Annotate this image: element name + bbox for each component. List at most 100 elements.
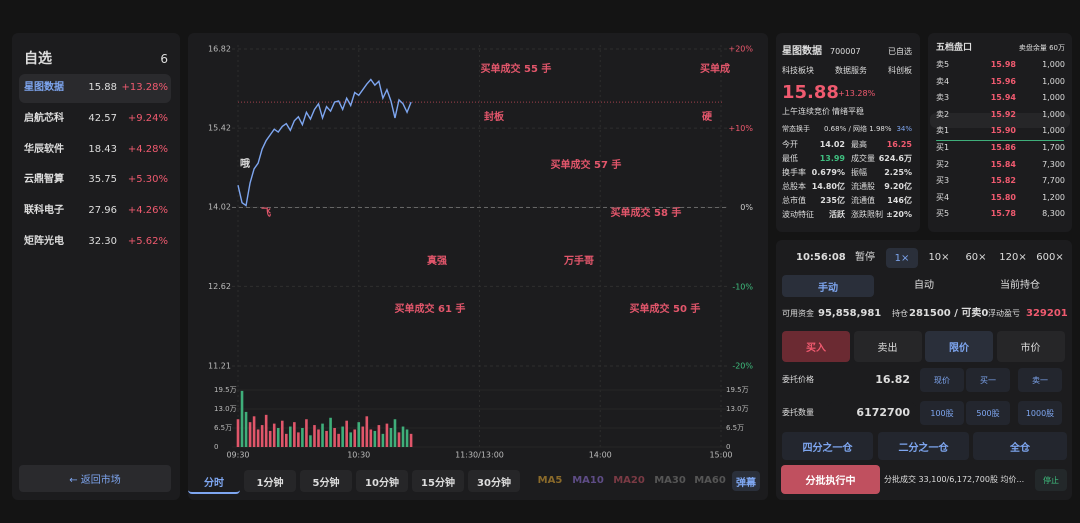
price-input	[828, 369, 916, 391]
speed-button: 60×	[965, 252, 987, 263]
danmaku-text: 买单成交 58 手	[610, 208, 682, 219]
stop-button[interactable]: 停止	[1035, 469, 1067, 491]
qty-button[interactable]: 100股	[920, 401, 964, 425]
timeframe-tab[interactable]: 10分钟	[356, 470, 408, 492]
volume-bar	[280, 420, 284, 447]
stock-change: +9.24%	[127, 112, 168, 124]
funds-label: 可用资金	[782, 309, 814, 318]
danmaku-button[interactable]: 弹幕	[732, 471, 760, 491]
stat-label: 总股本	[782, 182, 806, 191]
volume-bar	[329, 417, 332, 447]
level-qty: 1,200	[1042, 192, 1065, 202]
volume-tick-label: 0	[726, 443, 730, 451]
level-price: 15.82	[990, 176, 1016, 185]
price-label: 委托价格	[782, 375, 814, 384]
fraction-button[interactable]: 全仓	[973, 432, 1067, 460]
volume-bar	[365, 416, 369, 447]
x-tick-label: 11:30/13:00	[455, 451, 504, 460]
pause-button: 暂停	[855, 252, 875, 263]
qty-button[interactable]: 500股	[966, 401, 1010, 425]
stock-change: +4.26%	[127, 205, 168, 217]
volume-bar	[397, 432, 401, 447]
session-status: 上午连续竞价	[782, 107, 830, 116]
volume-bar	[357, 422, 361, 447]
x-tick-label: 14:00	[589, 451, 612, 460]
side-button[interactable]: 买入	[782, 331, 850, 362]
y2-tick-label: -10%	[732, 282, 753, 291]
fraction-button[interactable]: 二分之一仓	[878, 432, 969, 460]
danmaku-text: 买单成	[700, 64, 730, 75]
volume-bar	[256, 429, 260, 447]
danmaku-text: 万手哥	[564, 256, 594, 267]
stock-price: 18.43	[88, 143, 117, 155]
level-price: 15.98	[990, 60, 1016, 69]
turnover-pct: 34%	[896, 125, 912, 133]
level-qty: 7,700	[1042, 176, 1065, 185]
level-label: 卖1	[936, 126, 950, 135]
price-button[interactable]: 现价	[920, 368, 964, 392]
volume-tick-label: 6.5万	[726, 424, 744, 432]
volume-bar	[268, 430, 272, 447]
stock-name: 华辰软件	[24, 143, 64, 155]
price-button[interactable]: 买一	[966, 368, 1010, 392]
level-label: 买2	[936, 159, 950, 169]
stat-label: 成交量	[851, 154, 875, 163]
quote-panel	[776, 33, 920, 232]
volume-bar	[289, 426, 292, 447]
level-label: 卖3	[936, 93, 950, 102]
speed-button: 10×	[928, 252, 950, 263]
danmaku-text: 封板	[484, 112, 504, 123]
best-ask-highlight	[930, 113, 1070, 128]
stat-label: 换手率	[782, 168, 806, 177]
stat-value: ±20%	[886, 210, 912, 219]
level-label: 买5	[936, 209, 950, 218]
volume-bar	[293, 422, 296, 447]
timeframe-tab[interactable]: 1分钟	[244, 470, 296, 492]
selected-row	[19, 74, 171, 103]
timeframe-tab[interactable]: 5分钟	[300, 470, 352, 492]
volume-tick-label: 13.0万	[726, 405, 749, 413]
volume-bar	[377, 425, 381, 447]
volume-bar	[285, 433, 288, 447]
side-button[interactable]: 市价	[996, 331, 1065, 362]
speed-button[interactable]: 1×	[886, 248, 918, 268]
volume-bar	[309, 435, 312, 447]
side-button[interactable]: 卖出	[853, 331, 922, 362]
fraction-button[interactable]: 四分之一仓	[782, 432, 873, 460]
ask-remaining: 卖盘余量 60万	[1018, 44, 1065, 52]
timeframe-tab[interactable]: 15分钟	[412, 470, 464, 492]
qty-button[interactable]: 1000股	[1018, 401, 1062, 425]
back-button[interactable]: ← 返回市场	[19, 465, 171, 492]
x-tick-label: 09:30	[226, 451, 249, 460]
volume-bar	[333, 428, 336, 447]
price-button[interactable]: 卖一	[1018, 368, 1062, 392]
stat-label: 总市值	[782, 196, 806, 205]
side-button[interactable]: 限价	[925, 331, 993, 362]
stat-value: 0.679%	[811, 168, 845, 177]
timeframe-tab[interactable]: 分时	[188, 470, 240, 494]
y-tick-label: 12.62	[208, 282, 231, 291]
volume-bar	[301, 428, 304, 447]
level-qty: 1,000	[1042, 126, 1065, 135]
stat-value: 14.02	[819, 140, 845, 149]
volume-tick-label: 0	[214, 443, 218, 451]
level-price: 15.90	[990, 126, 1016, 135]
y-tick-label: 16.82	[208, 45, 231, 54]
stat-value: 9.20亿	[884, 182, 912, 191]
volume-bar	[240, 390, 244, 447]
qty-label: 委托数量	[782, 408, 814, 417]
level-label: 卖4	[936, 76, 950, 86]
volume-bar	[305, 419, 308, 447]
watchlist-panel	[12, 33, 180, 500]
stock-name: 联科电子	[24, 205, 64, 217]
stock-price: 15.88	[88, 82, 117, 93]
mode-tab[interactable]: 手动	[782, 275, 874, 297]
level-qty: 1,000	[1042, 76, 1065, 86]
execute-button[interactable]: 分批执行中	[781, 465, 880, 494]
volume-bar	[313, 425, 316, 447]
timeframe-tab[interactable]: 30分钟	[468, 470, 520, 492]
stock-name: 星图数据	[24, 82, 64, 93]
volume-bar	[353, 429, 357, 447]
volume-tick-label: 19.5万	[214, 386, 237, 394]
funds-value: 95,858,981	[818, 308, 882, 319]
